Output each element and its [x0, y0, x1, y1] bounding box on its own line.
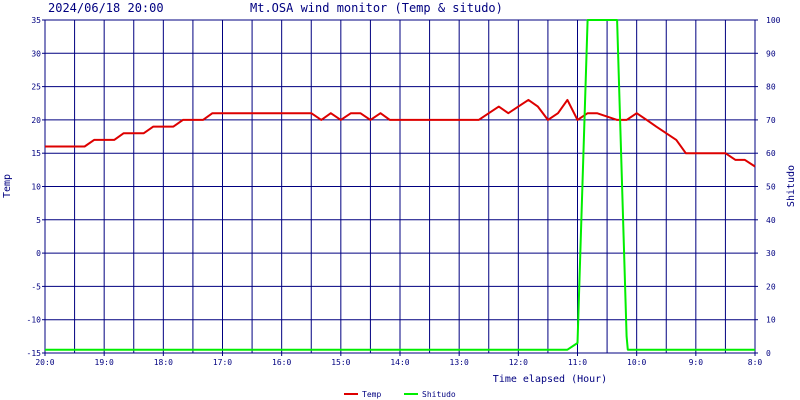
- legend-label-temp: Temp: [362, 390, 381, 399]
- y-tick-label-left: 25: [31, 83, 41, 92]
- x-tick-label: 13:0: [450, 358, 469, 367]
- x-tick-label: 12:0: [509, 358, 528, 367]
- y-tick-label-left: 5: [36, 216, 41, 225]
- y-tick-label-left: -10: [27, 316, 42, 325]
- series-lines: [45, 19, 756, 351]
- y-tick-label-right: 30: [766, 249, 776, 258]
- x-tick-label: 11:0: [568, 358, 587, 367]
- y-tick-label-right: 60: [766, 149, 776, 158]
- y-tick-label-left: 20: [31, 116, 41, 125]
- y-axis-left-ticks: -15 -10 -5 0 5 10 15 20 25 30 35: [27, 16, 45, 358]
- x-tick-label: 14:0: [390, 358, 409, 367]
- y-tick-label-right: 40: [766, 216, 776, 225]
- y-tick-label-left: 15: [31, 149, 41, 158]
- y-tick-label-left: 0: [36, 249, 41, 258]
- series-line-shitudo: [45, 19, 755, 351]
- x-tick-label: 19:0: [95, 358, 114, 367]
- y-axis-right-ticks: 0 10 20 30 40 50 60 70 80 90 100: [755, 16, 781, 358]
- x-tick-label: 17:0: [213, 358, 232, 367]
- x-axis-ticks: 20:0 19:0 18:0 17:0 16:0 15:0 14:0 13:0 12:0 11:0…: [35, 353, 762, 367]
- y-tick-label-right: 100: [766, 16, 781, 25]
- y-tick-label-right: 0: [766, 349, 771, 358]
- y-tick-label-right: 10: [766, 316, 776, 325]
- y-tick-label-left: 35: [31, 16, 41, 25]
- grid-lines: [45, 20, 755, 353]
- y-tick-label-left: -15: [27, 349, 42, 358]
- chart-title: Mt.OSA wind monitor (Temp & situdo): [250, 1, 503, 15]
- y-tick-label-left: 30: [31, 49, 41, 58]
- legend-label-shitudo: Shitudo: [422, 390, 456, 399]
- x-tick-label: 16:0: [272, 358, 291, 367]
- y-axis-right-label: Shitudo: [786, 165, 797, 207]
- x-tick-label: 18:0: [154, 358, 173, 367]
- y-axis-left-label: Temp: [2, 174, 13, 198]
- x-tick-label: 20:0: [35, 358, 54, 367]
- x-axis-label: Time elapsed (Hour): [493, 374, 607, 385]
- y-tick-label-right: 70: [766, 116, 776, 125]
- x-tick-label: 10:0: [627, 358, 646, 367]
- chart-timestamp: 2024/06/18 20:00: [48, 1, 164, 15]
- legend: Temp Shitudo: [344, 390, 456, 399]
- y-tick-label-left: -5: [31, 282, 41, 291]
- y-tick-label-right: 50: [766, 183, 776, 192]
- y-tick-label-left: 10: [31, 183, 41, 192]
- x-tick-label: 9:0: [689, 358, 704, 367]
- series-line-temp: [45, 98, 756, 168]
- y-tick-label-right: 80: [766, 83, 776, 92]
- y-tick-label-right: 20: [766, 282, 776, 291]
- x-tick-label: 15:0: [331, 358, 350, 367]
- x-tick-label: 8:0: [748, 358, 763, 367]
- y-tick-label-right: 90: [766, 49, 776, 58]
